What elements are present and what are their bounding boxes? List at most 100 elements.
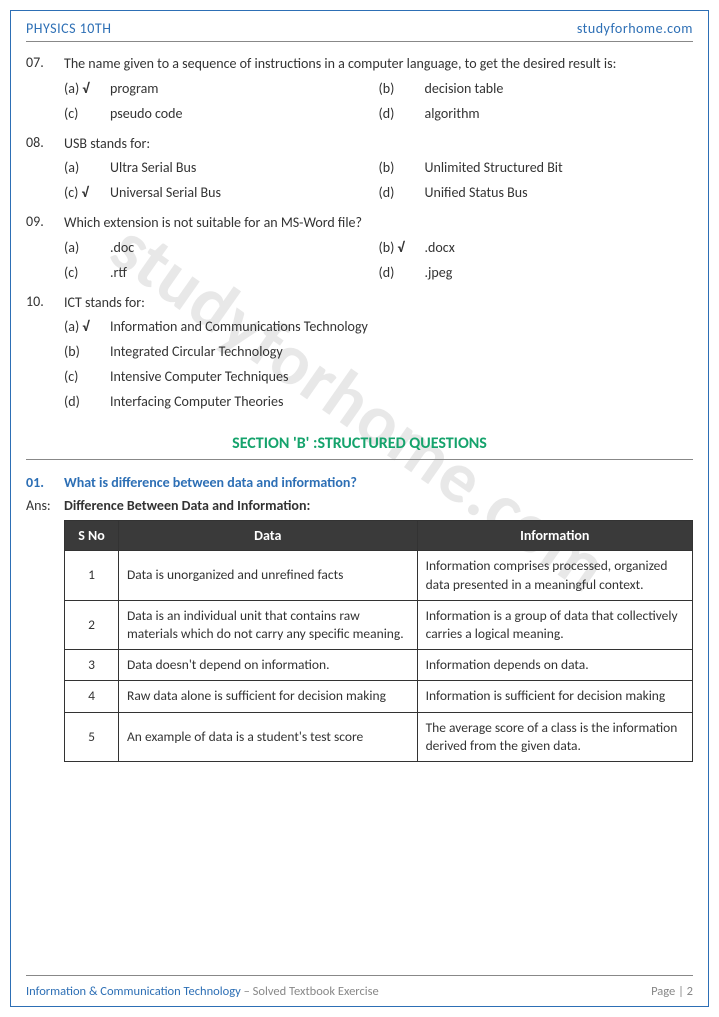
table-row: 1Data is unorganized and unrefined facts…	[65, 551, 693, 600]
mcq-option: (a) √ Information and Communications Tech…	[64, 316, 693, 337]
mcq-item: 09. Which extension is not suitable for a…	[26, 213, 693, 283]
table-cell: Information comprises processed, organiz…	[417, 551, 692, 600]
comparison-table: S NoDataInformation1Data is unorganized …	[64, 520, 693, 762]
table-cell: Information is a group of data that coll…	[417, 600, 692, 649]
option-text: decision table	[425, 78, 504, 99]
page-footer: Information & Communication Technology –…	[26, 975, 693, 999]
question-row: 09. Which extension is not suitable for a…	[26, 213, 693, 233]
sq-question-text: What is difference between data and info…	[64, 474, 357, 491]
ans-heading: Difference Between Data and Information:	[64, 497, 310, 514]
option-text: Intensive Computer Techniques	[110, 366, 288, 387]
table-cell: The average score of a class is the info…	[417, 712, 692, 761]
option-letter: (a) √	[64, 316, 104, 337]
section-b-title: SECTION 'B' :STRUCTURED QUESTIONS	[26, 434, 693, 460]
table-cell: Data is an individual unit that contains…	[119, 600, 418, 649]
mcq-option: (d) Unified Status Bus	[379, 182, 694, 203]
option-text: Universal Serial Bus	[110, 182, 221, 203]
structured-answer-heading: Ans: Difference Between Data and Informa…	[26, 497, 693, 514]
question-number: 10.	[26, 293, 54, 313]
option-text: .rtf	[110, 262, 127, 283]
page-content: PHYSICS 10TH studyforhome.com 07.The nam…	[12, 12, 707, 1005]
option-text: Unified Status Bus	[425, 182, 528, 203]
option-text: program	[110, 78, 158, 99]
mcq-option: (c) √Universal Serial Bus	[64, 182, 379, 203]
table-cell: An example of data is a student's test s…	[119, 712, 418, 761]
question-text: ICT stands for:	[64, 293, 693, 313]
question-number: 08.	[26, 134, 54, 154]
structured-question: 01. What is difference between data and …	[26, 474, 693, 491]
option-letter: (b) √	[379, 237, 419, 258]
mcq-option: (a) √ program	[64, 78, 379, 99]
options-column: (a).doc (c) .rtf	[64, 237, 379, 283]
table-row: 2Data is an individual unit that contain…	[65, 600, 693, 649]
table-header-row: S NoDataInformation	[65, 521, 693, 551]
option-letter: (b)	[379, 157, 419, 178]
options-2col: (a) √ program (c) pseudo code (b) decision ta…	[64, 78, 693, 124]
table-header-cell: Data	[119, 521, 418, 551]
question-row: 10. ICT stands for:	[26, 293, 693, 313]
table-cell: Raw data alone is sufficient for decisio…	[119, 681, 418, 712]
question-row: 07.The name given to a sequence of instr…	[26, 54, 693, 74]
option-letter: (c)	[64, 366, 104, 387]
options-column: (a) √ program (c) pseudo code	[64, 78, 379, 124]
table-cell: 4	[65, 681, 119, 712]
mcq-option: (d) Interfacing Computer Theories	[64, 391, 693, 412]
mcq-option: (b) Integrated Circular Technology	[64, 341, 693, 362]
sq-number: 01.	[26, 474, 54, 491]
table-cell: 2	[65, 600, 119, 649]
option-text: Unlimited Structured Bit	[425, 157, 563, 178]
mcq-option: (d) algorithm	[379, 103, 694, 124]
option-letter: (d)	[379, 103, 419, 124]
table-cell: 3	[65, 650, 119, 681]
mcq-item: 07.The name given to a sequence of instr…	[26, 54, 693, 124]
mcq-option: (b) Unlimited Structured Bit	[379, 157, 694, 178]
table-cell: 1	[65, 551, 119, 600]
options-2col: (a)Ultra Serial Bus(c) √Universal Serial…	[64, 157, 693, 203]
options-column: (b) Unlimited Structured Bit (d) Unified St…	[379, 157, 694, 203]
option-letter: (d)	[379, 262, 419, 283]
option-letter: (b)	[379, 78, 419, 99]
options-1col: (a) √ Information and Communications Tech…	[64, 316, 693, 412]
mcq-option: (a).doc	[64, 237, 379, 258]
table-cell: Information is sufficient for decision m…	[417, 681, 692, 712]
table-header-cell: Information	[417, 521, 692, 551]
table-cell: Data is unorganized and unrefined facts	[119, 551, 418, 600]
option-text: .docx	[425, 237, 455, 258]
tick-icon: √	[82, 80, 89, 97]
question-text: USB stands for:	[64, 134, 693, 154]
mcq-item: 08. USB stands for: (a)Ultra Serial Bus(c)…	[26, 134, 693, 204]
option-text: .jpeg	[425, 262, 453, 283]
option-text: Interfacing Computer Theories	[110, 391, 283, 412]
mcq-option: (c) Intensive Computer Techniques	[64, 366, 693, 387]
option-text: Integrated Circular Technology	[110, 341, 283, 362]
table-row: 5An example of data is a student's test …	[65, 712, 693, 761]
option-text: pseudo code	[110, 103, 183, 124]
options-2col: (a).doc (c) .rtf (b) √ .docx (d) .jpeg	[64, 237, 693, 283]
option-letter: (b)	[64, 341, 104, 362]
option-text: algorithm	[425, 103, 480, 124]
question-number: 09.	[26, 213, 54, 233]
comparison-table-wrap: S NoDataInformation1Data is unorganized …	[64, 520, 693, 762]
table-row: 3Data doesn't depend on information.Info…	[65, 650, 693, 681]
question-text: Which extension is not suitable for an M…	[64, 213, 693, 233]
option-letter: (c)	[64, 262, 104, 283]
option-letter: (d)	[379, 182, 419, 203]
table-row: 4Raw data alone is sufficient for decisi…	[65, 681, 693, 712]
table-cell: Information depends on data.	[417, 650, 692, 681]
option-letter: (a) √	[64, 78, 104, 99]
table-cell: 5	[65, 712, 119, 761]
footer-chapter: Information & Communication Technology	[26, 984, 241, 999]
tick-icon: √	[398, 239, 405, 256]
question-text: The name given to a sequence of instruct…	[64, 54, 693, 74]
ans-label: Ans:	[26, 497, 54, 514]
option-text: Ultra Serial Bus	[110, 157, 196, 178]
footer-left: Information & Communication Technology –…	[26, 984, 379, 999]
question-row: 08. USB stands for:	[26, 134, 693, 154]
option-text: Information and Communications Technolog…	[110, 316, 368, 337]
tick-icon: √	[82, 318, 89, 335]
option-letter: (d)	[64, 391, 104, 412]
option-letter: (c)	[64, 103, 104, 124]
mcq-item: 10. ICT stands for: (a) √ Information and C…	[26, 293, 693, 413]
mcq-option: (b) decision table	[379, 78, 694, 99]
table-cell: Data doesn't depend on information.	[119, 650, 418, 681]
